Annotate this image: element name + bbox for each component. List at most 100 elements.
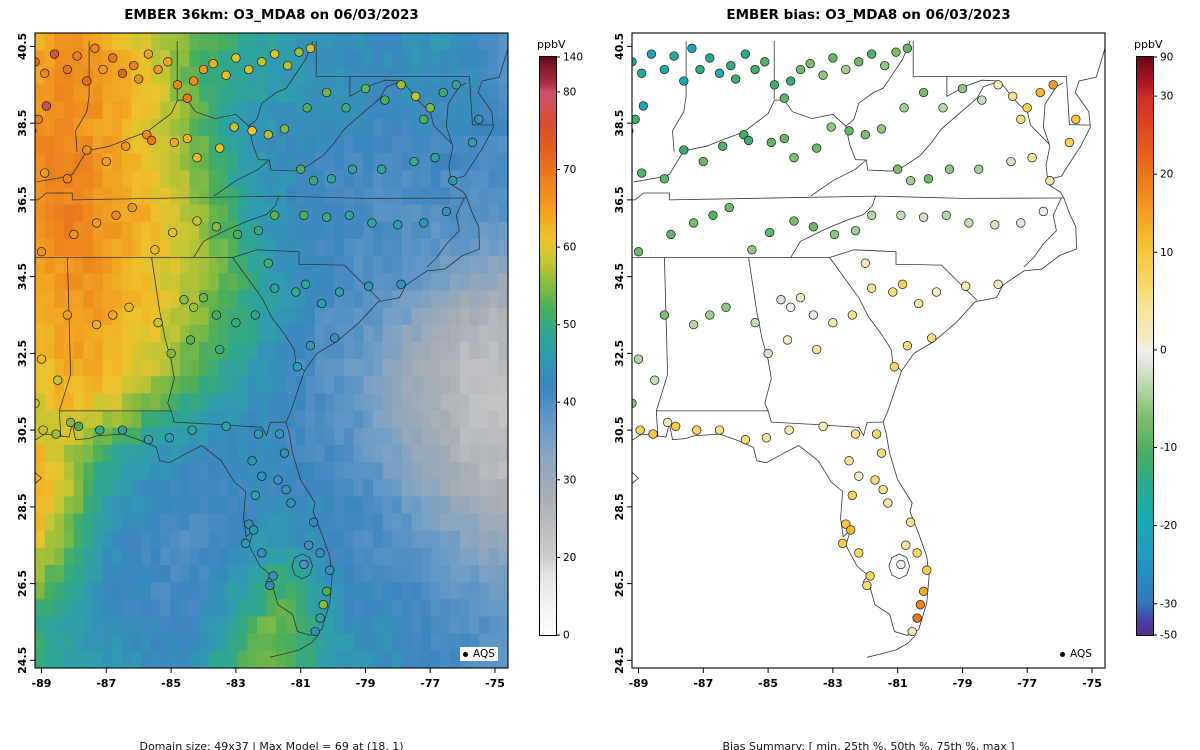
model-colorbar-unit: ppbV [537,38,566,51]
station-dot [687,43,697,53]
x-tick-label: -81 [888,677,908,690]
station-dot [871,429,882,439]
station-dot [253,225,264,236]
station-dot [789,153,799,163]
station-dot [274,429,285,439]
station-dot [714,425,725,435]
station-dot [91,319,102,330]
station-dot [69,229,79,240]
station-dot [763,348,773,359]
station-dot [961,281,971,291]
station-dot [878,484,888,495]
bias-panel-title: EMBER bias: O3_MDA8 on 06/03/2023 [726,7,1011,23]
colorbar-tick-label: -10 [1160,442,1177,454]
station-dot [679,145,689,155]
model-panel-title: EMBER 36km: O3_MDA8 on 06/03/2023 [124,7,419,23]
station-dot [164,433,175,443]
basemap-line [829,257,902,372]
station-dot [1045,176,1055,186]
station-dot [41,101,51,111]
x-tick-label: -87 [96,677,116,690]
station-dot [270,49,280,59]
x-tick-label: -85 [161,677,181,690]
station-dot [35,114,43,124]
basemap-line [656,410,884,437]
station-dot [721,302,731,312]
station-dot [637,168,647,178]
station-dot [922,565,932,575]
basemap-line [36,40,314,183]
station-dot [659,64,670,75]
colorbar-tick-label: 50 [563,319,576,331]
station-dot [380,95,390,105]
station-dot [247,126,257,136]
station-dot [95,425,105,435]
basemap-line [469,76,494,126]
station-dot [905,517,916,527]
station-dot [172,80,183,90]
station-dot [182,133,192,144]
station-dot [283,60,293,71]
station-dot [769,80,780,90]
bias-colorbar-unit: ppbV [1134,38,1163,51]
colorbar-tick-label: 140 [563,52,583,64]
station-dot [124,302,134,312]
station-dot [957,83,968,94]
station-dot [396,279,406,289]
station-dot [923,174,934,184]
station-dot [143,435,154,445]
x-tick-label: -75 [1082,677,1102,690]
station-dot [841,64,851,75]
station-dot [270,283,280,293]
colorbar-tick-label: 10 [1160,247,1173,259]
station-dot [134,74,144,84]
y-tick-label: 38.5 [16,110,29,137]
station-dot [367,218,377,228]
basemap-line [632,48,1105,636]
station-dot [1071,114,1081,124]
station-dot [883,498,893,508]
basemap-line [632,192,1064,201]
station-dot [808,310,819,320]
station-dot [51,429,61,439]
station-dot [451,80,461,90]
y-tick-label: 40.5 [613,33,626,60]
station-dot [153,318,163,328]
station-dot [669,51,679,61]
station-dot [179,295,189,305]
station-dot [244,64,254,75]
station-dot [308,517,319,527]
station-dot [231,53,241,63]
station-dot [782,335,793,345]
x-tick-label: -89 [32,677,52,690]
station-dot [169,137,179,148]
y-tick-label: 34.5 [613,263,626,290]
basemap-line [888,553,910,580]
station-dot [902,341,913,351]
colorbar-tick-label: 30 [563,474,576,486]
station-dot [944,164,955,174]
station-dot [784,425,794,435]
station-dot [912,548,922,558]
station-dot [812,143,822,153]
station-dot [867,283,877,293]
basemap-line [445,82,467,185]
y-tick-label: 24.5 [613,647,626,674]
station-dot [867,210,877,220]
station-dot [441,206,452,217]
station-dot [862,580,872,591]
station-dot [448,176,458,186]
x-tick-label: -83 [823,677,843,690]
station-dot [860,130,870,140]
basemap-line [248,126,270,161]
station-dot [129,60,139,71]
station-dot [231,318,241,328]
station-dot [648,429,658,439]
station-dot [918,212,929,222]
station-dot [409,156,419,167]
station-dot [425,103,435,113]
model-colorbar-canvas [540,57,556,635]
station-dot [850,429,861,439]
station-dot [850,225,861,236]
